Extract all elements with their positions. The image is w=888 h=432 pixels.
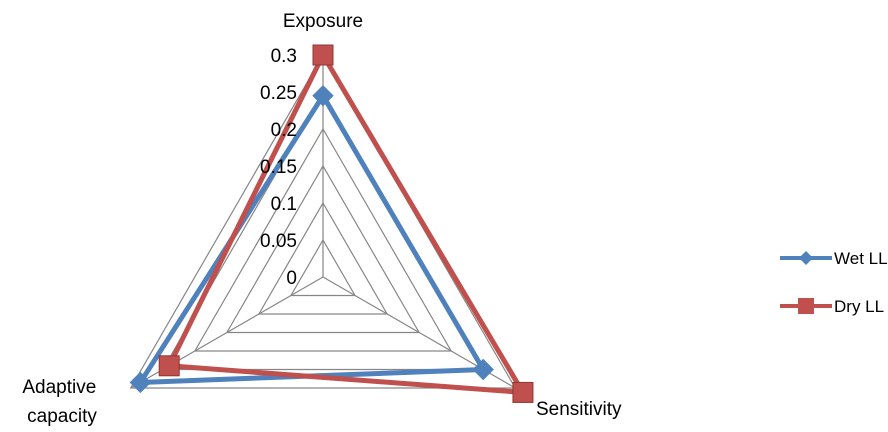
tick-label: 0.1: [271, 194, 297, 215]
data-point-wet-ll: [129, 371, 152, 394]
legend-marker-dry-ll: [798, 298, 814, 314]
axis-label-adaptive-capacity: Adaptive capacity: [22, 377, 101, 427]
series-line-dry-ll: [166, 52, 526, 395]
tick-label: 0: [286, 268, 297, 289]
legend: Wet LL Dry LL: [780, 249, 888, 316]
data-point-dry-ll: [158, 355, 180, 377]
grid-ring: [289, 238, 357, 297]
legend-label-dry-ll: Dry LL: [834, 297, 884, 316]
axis-label-exposure: Exposure: [283, 11, 363, 32]
legend-marker-wet-ll: [799, 251, 813, 265]
tick-label: 0.25: [260, 83, 297, 104]
grid-ring: [193, 127, 453, 352]
data-point-wet-ll: [472, 358, 494, 381]
tick-label: 0.3: [271, 46, 297, 67]
legend-item-wet-ll: Wet LL: [780, 249, 888, 268]
grid-ring: [225, 164, 421, 334]
tick-label: 0.05: [260, 231, 297, 252]
data-point-dry-ll: [312, 44, 334, 66]
legend-item-dry-ll: Dry LL: [780, 297, 884, 316]
tick-label: 0.2: [271, 120, 297, 141]
axis-label-adaptive-capacity-line1: Adaptive: [22, 377, 96, 398]
tick-labels: 0 0.05 0.1 0.15 0.2 0.25 0.3: [260, 46, 297, 289]
legend-label-wet-ll: Wet LL: [834, 249, 888, 268]
tick-label: 0.15: [260, 157, 297, 178]
data-point-dry-ll: [512, 381, 534, 403]
series-layer: [129, 44, 534, 403]
axis-label-sensitivity: Sensitivity: [536, 399, 622, 420]
grid-ring: [257, 201, 389, 315]
data-point-wet-ll: [312, 84, 334, 107]
axis-label-adaptive-capacity-line2: capacity: [27, 406, 97, 427]
